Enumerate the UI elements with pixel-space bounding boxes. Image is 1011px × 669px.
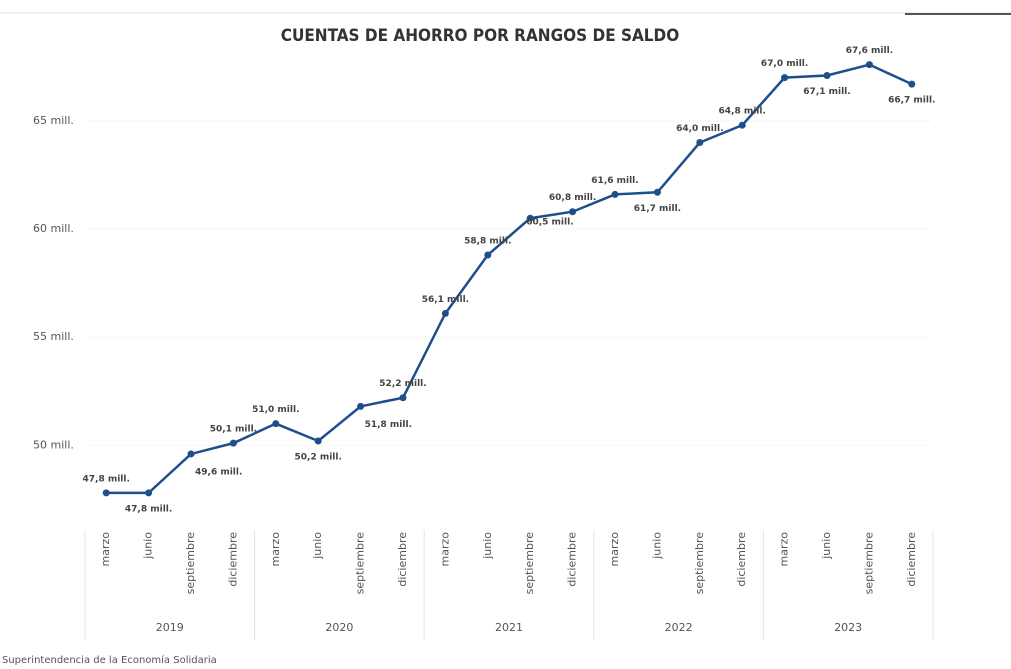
x-tick-label: junio [481, 532, 494, 560]
data-label: 50,2 mill. [295, 452, 342, 462]
data-label: 66,7 mill. [888, 96, 935, 106]
data-label: 61,6 mill. [591, 176, 638, 186]
x-tick-label: diciembre [226, 532, 239, 587]
x-tick-label: marzo [778, 532, 791, 567]
x-tick-label: marzo [438, 532, 451, 567]
data-point [102, 489, 110, 497]
data-point [611, 190, 619, 198]
data-label: 64,0 mill. [676, 124, 723, 134]
x-tick-label: septiembre [693, 532, 706, 595]
x-tick-label: septiembre [354, 532, 367, 595]
data-label: 64,8 mill. [719, 107, 766, 117]
x-tick-label: diciembre [905, 532, 918, 587]
x-tick-label: septiembre [184, 532, 197, 595]
chart-title: CUENTAS DE AHORRO POR RANGOS DE SALDO [281, 26, 680, 46]
data-label: 60,8 mill. [549, 193, 596, 203]
y-tick-label: 60 mill. [33, 222, 74, 235]
y-tick-label: 65 mill. [33, 114, 74, 127]
data-label: 61,7 mill. [634, 204, 681, 214]
x-tick-label: marzo [608, 532, 621, 567]
data-point [653, 188, 661, 196]
x-tick-label: diciembre [396, 532, 409, 587]
data-point [696, 139, 704, 147]
data-point [314, 437, 322, 445]
x-tick-label: diciembre [735, 532, 748, 587]
data-label: 60,5 mill. [526, 218, 573, 228]
data-point [484, 251, 492, 259]
data-point [908, 80, 916, 88]
data-point [738, 121, 746, 129]
data-label: 49,6 mill. [195, 467, 242, 477]
x-tick-label: diciembre [566, 532, 579, 587]
data-point [399, 394, 407, 402]
data-point [526, 214, 534, 222]
data-point [865, 61, 873, 69]
x-tick-label: junio [311, 532, 324, 560]
data-label: 67,0 mill. [761, 59, 808, 69]
series-line [106, 63, 913, 495]
x-tick-label: junio [820, 532, 833, 560]
year-label: 2023 [834, 621, 862, 634]
x-tick-label: junio [142, 532, 155, 560]
data-point [569, 208, 577, 216]
data-label: 51,8 mill. [365, 420, 412, 430]
y-tick-label: 55 mill. [33, 330, 74, 343]
source: Superintendencia de la Economía Solidari… [2, 654, 217, 666]
x-tick-label: septiembre [523, 532, 536, 595]
year-label: 2022 [665, 621, 693, 634]
data-label: 47,8 mill. [83, 474, 130, 484]
data-point [781, 74, 789, 82]
data-point [823, 71, 831, 79]
x-tick-label: marzo [99, 532, 112, 567]
y-tick-label: 50 mill. [33, 438, 74, 451]
data-label: 58,8 mill. [464, 236, 511, 246]
data-label: 50,1 mill. [210, 425, 257, 435]
data-point [145, 489, 153, 497]
data-point [441, 309, 449, 317]
data-point [229, 439, 237, 447]
year-label: 2020 [325, 621, 353, 634]
data-label: 51,0 mill. [252, 405, 299, 415]
x-tick-label: septiembre [862, 532, 875, 595]
year-label: 2021 [495, 621, 523, 634]
x-tick-label: junio [650, 532, 663, 560]
x-tick-label: marzo [269, 532, 282, 567]
data-label: 67,1 mill. [803, 87, 850, 97]
data-label: 67,6 mill. [846, 46, 893, 56]
data-label: 47,8 mill. [125, 504, 172, 514]
data-point [272, 420, 280, 428]
year-label: 2019 [156, 621, 184, 634]
data-label: 52,2 mill. [379, 379, 426, 389]
data-label: 56,1 mill. [422, 295, 469, 305]
data-point [187, 450, 195, 458]
data-point [357, 402, 365, 410]
